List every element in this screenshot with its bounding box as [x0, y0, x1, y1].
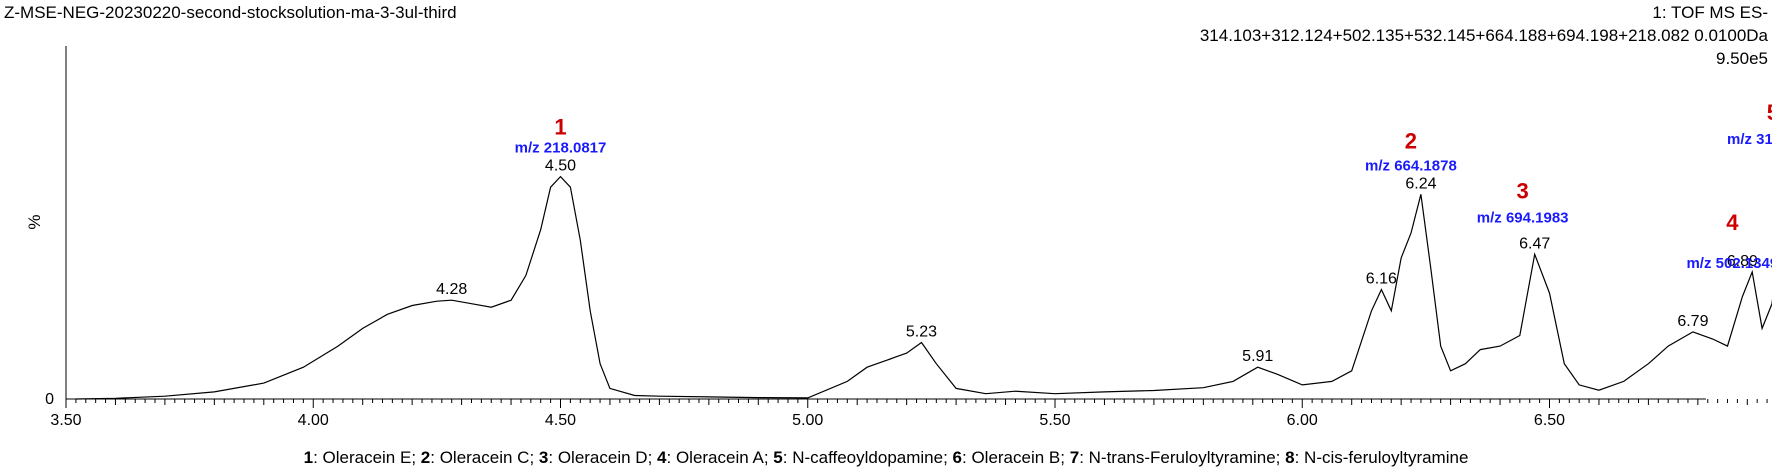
peak-mz-label: m/z 218.0817: [515, 140, 607, 157]
peak-mz-label: m/z 694.1983: [1477, 209, 1569, 226]
peak-rt-label: 6.47: [1519, 235, 1550, 252]
legend-compound: : N-caffeoyldopamine;: [783, 448, 953, 467]
peak-number: 4: [1726, 210, 1739, 235]
peak-rt-label: 5.23: [906, 324, 937, 341]
peak-number: 2: [1405, 128, 1417, 153]
x-tick-label: 6.00: [1287, 412, 1318, 429]
x-tick-label: 5.50: [1039, 412, 1070, 429]
y-axis-label: %: [25, 214, 44, 229]
legend-number: 1: [304, 448, 313, 467]
x-ticks: [65, 399, 1768, 408]
peak-rt-label: 6.89: [1727, 253, 1758, 270]
x-tick-label: 3.50: [50, 412, 81, 429]
legend-compound: : Oleracein A;: [667, 448, 774, 467]
legend-number: 3: [539, 448, 548, 467]
peak-rt-label: 4.50: [545, 158, 576, 175]
peak-rt-label: 6.79: [1677, 313, 1708, 330]
peak-number: 3: [1517, 178, 1529, 203]
legend-number: 2: [421, 448, 430, 467]
compound-legend: 1: Oleracein E; 2: Oleracein C; 3: Olera…: [304, 448, 1469, 467]
legend-compound: : Oleracein C;: [430, 448, 539, 467]
peak-rt-label: 6.24: [1405, 175, 1436, 192]
intensity-label: 9.50e5: [1716, 49, 1768, 68]
peak-rt-label: 4.28: [436, 281, 467, 298]
x-tick-labels: 3.504.004.505.005.506.006.507.007.508.00…: [50, 412, 1565, 429]
legend-compound: : Oleracein E;: [313, 448, 421, 467]
legend-compound: : Oleracein B;: [962, 448, 1070, 467]
peak-labels: 4.284.50m/z 218.081715.235.916.166.24m/z…: [436, 100, 1772, 365]
x-tick-label: 5.00: [792, 412, 823, 429]
x-tick-label: 4.00: [298, 412, 329, 429]
peak-mz-label: m/z 314.1028: [1727, 131, 1772, 148]
legend-number: 4: [657, 448, 667, 467]
peak-mz-label: m/z 664.1878: [1365, 157, 1457, 174]
legend-compound: : Oleracein D;: [548, 448, 657, 467]
scan-label: 1: TOF MS ES-: [1652, 3, 1768, 22]
legend-compound: : N-trans-Feruloyltyramine;: [1079, 448, 1285, 467]
peak-number: 5: [1767, 100, 1772, 125]
legend-number: 5: [773, 448, 782, 467]
x-tick-label: 6.50: [1534, 412, 1565, 429]
legend-number: 8: [1285, 448, 1294, 467]
y-tick-label: 0: [45, 391, 54, 408]
chromatogram-trace: [75, 175, 1772, 400]
peak-number: 1: [554, 115, 566, 140]
peak-mz-label: m/z 502.1349: [1686, 255, 1772, 272]
mass-list: 314.103+312.124+502.135+532.145+664.188+…: [1200, 26, 1769, 45]
peak-rt-label: 5.91: [1242, 348, 1273, 365]
x-tick-label: 4.50: [545, 412, 576, 429]
legend-number: 6: [953, 448, 962, 467]
legend-number: 7: [1070, 448, 1079, 467]
peak-rt-label: 6.16: [1366, 271, 1397, 288]
legend-compound: : N-cis-feruloyltyramine: [1295, 448, 1469, 467]
sample-name: Z-MSE-NEG-20230220-second-stocksolution-…: [4, 3, 457, 22]
